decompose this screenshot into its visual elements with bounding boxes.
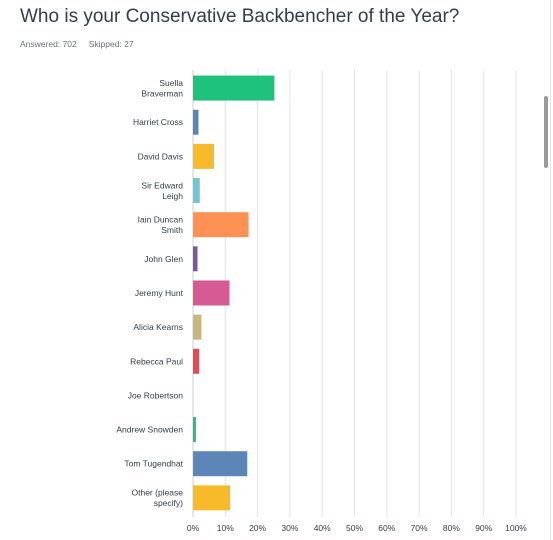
bar-7 (193, 314, 202, 340)
category-label: David Davis (138, 151, 183, 161)
answered-count: Answered: 702 (20, 39, 77, 49)
x-tick-label: 50% (346, 523, 363, 533)
bar-0 (193, 75, 275, 101)
bar-1 (193, 109, 199, 135)
bar-8 (193, 348, 200, 374)
category-label: Tom Tugendhat (124, 459, 183, 469)
category-label: Braverman (141, 88, 183, 98)
response-stats: Answered: 702 Skipped: 27 (20, 39, 134, 49)
x-tick-label: 10% (217, 523, 234, 533)
page-title: Who is your Conservative Backbencher of … (20, 6, 460, 27)
bar-5 (193, 246, 198, 272)
category-label: Rebecca Paul (130, 356, 183, 366)
x-tick-label: 70% (411, 523, 428, 533)
category-label: Joe Robertson (128, 390, 184, 400)
category-label: Alicia Kearns (133, 322, 183, 332)
category-label: specify) (154, 498, 183, 508)
category-label: Andrew Snowden (116, 425, 183, 435)
category-label: John Glen (144, 254, 183, 264)
bar-3 (193, 178, 200, 204)
x-tick-label: 30% (281, 523, 298, 533)
x-tick-label: 20% (249, 523, 266, 533)
category-label: Sir Edward (141, 180, 183, 190)
bar-2 (193, 143, 214, 169)
category-label: Harriet Cross (133, 117, 183, 127)
x-tick-label: 100% (505, 523, 527, 533)
x-tick-label: 40% (314, 523, 331, 533)
bar-12 (193, 485, 231, 511)
skipped-count: Skipped: 27 (88, 39, 134, 49)
panel-border (550, 0, 551, 540)
x-tick-label: 60% (378, 523, 395, 533)
category-label: Suella (159, 78, 183, 88)
category-label: Other (please (132, 488, 184, 498)
category-label: Smith (161, 225, 183, 235)
x-tick-label: 90% (475, 523, 492, 533)
category-label: Iain Duncan (138, 214, 184, 224)
bar-6 (193, 280, 230, 306)
bar-11 (193, 451, 248, 477)
x-tick-label: 0% (187, 523, 200, 533)
category-label: Leigh (162, 191, 183, 201)
bar-10 (193, 417, 196, 443)
x-tick-label: 80% (443, 523, 460, 533)
bar-4 (193, 212, 249, 238)
category-label: Jeremy Hunt (135, 288, 184, 298)
scrollbar-thumb[interactable] (544, 96, 548, 168)
